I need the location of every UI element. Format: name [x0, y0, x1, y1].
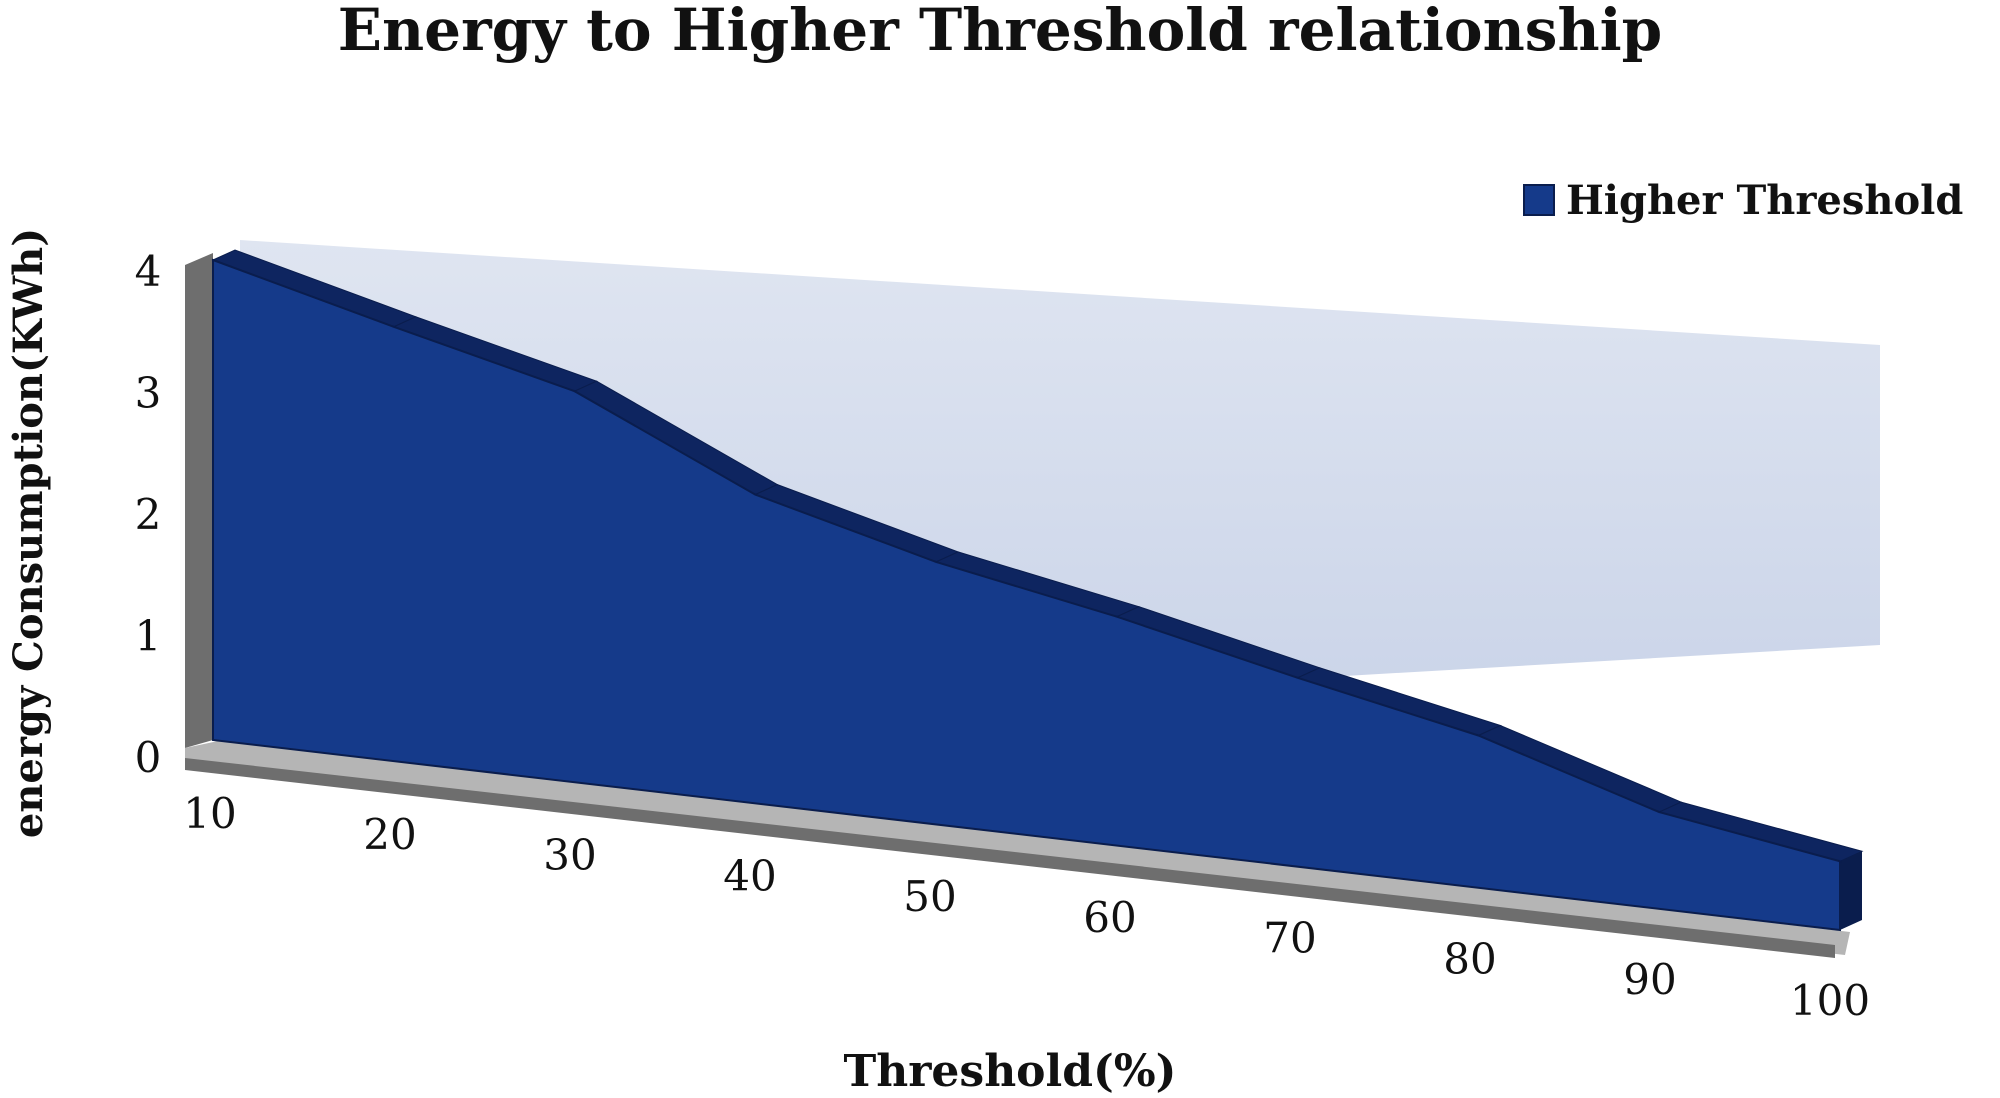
- data-point: [211, 258, 215, 262]
- chart-title: Energy to Higher Threshold relationship: [338, 0, 1662, 64]
- legend-swatch: [1523, 184, 1555, 216]
- y-tick-label: 4: [135, 247, 162, 296]
- legend-label: Higher Threshold: [1566, 177, 1963, 224]
- data-point: [1476, 734, 1480, 738]
- x-tick-label: 50: [903, 872, 956, 921]
- data-point: [392, 325, 396, 329]
- y-tick-label: 3: [135, 369, 162, 418]
- data-point: [573, 389, 577, 393]
- data-point: [1838, 859, 1842, 863]
- x-tick-label: 30: [543, 831, 596, 880]
- x-tick-label: 20: [363, 810, 416, 859]
- data-point: [1657, 810, 1661, 814]
- y-tick-label: 2: [135, 490, 162, 539]
- x-tick-label: 60: [1083, 893, 1136, 942]
- area-series-higher-threshold: [212, 258, 1841, 932]
- x-tick-label: 70: [1263, 914, 1316, 963]
- y-axis-label: energy Consumption(KWh): [5, 228, 52, 838]
- floor-edge: [185, 758, 1835, 958]
- left-wall: [185, 253, 213, 748]
- area-end-cap: [1840, 851, 1862, 930]
- legend: Higher Threshold: [1523, 177, 1963, 224]
- x-tick-label: 10: [183, 789, 236, 838]
- x-tick-label: 80: [1443, 934, 1496, 983]
- x-tick-label: 40: [723, 851, 776, 900]
- y-tick-label: 1: [135, 612, 162, 661]
- x-tick-label: 90: [1623, 955, 1676, 1004]
- x-axis-label: Threshold(%): [844, 1046, 1177, 1097]
- data-point: [934, 560, 938, 564]
- data-point: [1115, 615, 1119, 619]
- data-point: [1296, 676, 1300, 680]
- data-point: [753, 493, 757, 497]
- y-tick-label: 0: [135, 733, 162, 782]
- plot-area: 0 1 2 3 4 10 20 30 40 50 60 70 80 90 100: [135, 240, 1880, 1025]
- x-tick-label: 100: [1790, 976, 1870, 1025]
